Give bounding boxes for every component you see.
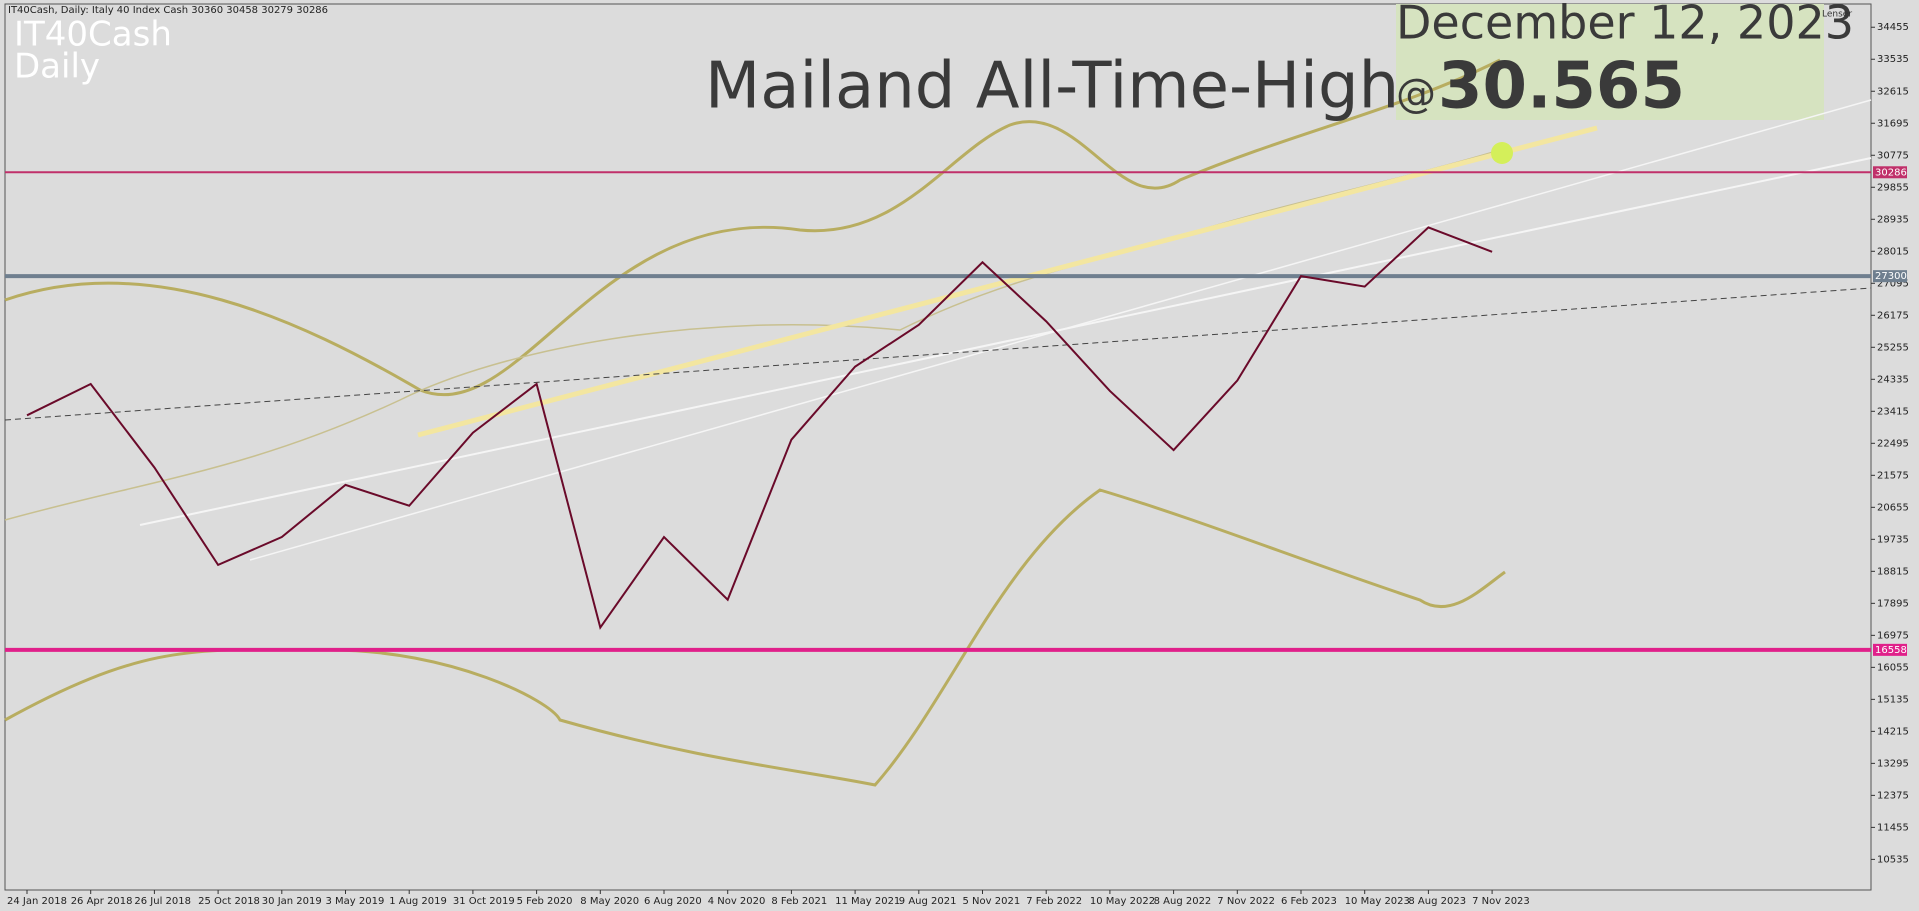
y-tick-label: 34455	[1877, 22, 1909, 33]
y-tick-label: 16055	[1877, 662, 1909, 673]
y-tick-label: 14215	[1877, 726, 1909, 737]
y-tick-label: 11455	[1877, 822, 1909, 833]
y-tick-label: 24335	[1877, 374, 1909, 385]
y-tick-label: 32615	[1877, 86, 1909, 97]
y-tick-label: 13295	[1877, 758, 1909, 769]
y-tick-label: 16975	[1877, 630, 1909, 641]
price-label: 30.565	[1438, 50, 1685, 124]
y-tick-label: 31695	[1877, 118, 1909, 129]
x-tick-label: 26 Jul 2018	[134, 896, 191, 907]
x-tick-label: 30 Jan 2019	[262, 896, 322, 907]
at-sign: @	[1396, 71, 1436, 117]
x-tick-label: 5 Nov 2021	[963, 896, 1021, 907]
y-tick-label: 28015	[1877, 246, 1909, 257]
plot	[5, 171, 1871, 652]
brand: Lenser	[1822, 10, 1852, 20]
y-tick-label: 10535	[1877, 854, 1909, 865]
y-tick-label: 21575	[1877, 470, 1909, 481]
y-tick-label: 33535	[1877, 54, 1909, 65]
channel-line	[139, 157, 1872, 526]
y-tick-label: 20655	[1877, 502, 1909, 513]
y-tick-label: 18815	[1877, 566, 1909, 577]
title: Mailand All-Time-High	[705, 50, 1399, 124]
price-tag-label: 16558	[1875, 645, 1907, 656]
x-tick-label: 7 Nov 2022	[1217, 896, 1275, 907]
y-tick-label: 19735	[1877, 534, 1909, 545]
y-tick-label: 25255	[1877, 342, 1909, 353]
y-tick-label: 12375	[1877, 790, 1909, 801]
x-tick-label: 1 Aug 2019	[389, 896, 447, 907]
x-tick-label: 6 Aug 2020	[644, 896, 702, 907]
x-tick-label: 25 Oct 2018	[198, 896, 260, 907]
x-tick-label: 8 May 2020	[580, 896, 639, 907]
dashed-trend	[4, 287, 1872, 421]
trendline	[417, 125, 1598, 438]
timeframe: Daily	[14, 47, 100, 87]
date-box	[1396, 4, 1824, 120]
date: December 12, 2023	[1396, 0, 1854, 50]
y-tick-label: 15135	[1877, 694, 1909, 705]
x-tick-label: 7 Nov 2023	[1472, 896, 1530, 907]
x-tick-label: 10 May 2022	[1090, 896, 1155, 907]
x-tick-label: 8 Aug 2023	[1408, 896, 1466, 907]
price-line	[26, 226, 1493, 630]
envelope-mid	[4, 149, 1501, 521]
x-tick-label: 11 May 2021	[835, 896, 900, 907]
x-tick-label: 7 Feb 2022	[1026, 896, 1082, 907]
y-tick-label: 29855	[1877, 182, 1909, 193]
price-tag	[1873, 270, 1907, 283]
price-tag-label: 27300	[1875, 271, 1907, 282]
x-tick-label: 3 May 2019	[326, 896, 385, 907]
envelope-upper	[4, 58, 1501, 397]
x-tick-label: 10 May 2023	[1345, 896, 1410, 907]
ath-marker	[1491, 142, 1513, 164]
x-tick-label: 9 Aug 2021	[899, 896, 957, 907]
x-tick-label: 31 Oct 2019	[453, 896, 515, 907]
symbol: IT40Cash	[14, 15, 172, 55]
x-tick-label: 6 Feb 2023	[1281, 896, 1337, 907]
x-tick-label: 5 Feb 2020	[517, 896, 573, 907]
y-tick-label: 17895	[1877, 598, 1909, 609]
y-tick-label: 30775	[1877, 150, 1909, 161]
price-tag	[1873, 166, 1907, 179]
x-tick-label: 8 Aug 2022	[1154, 896, 1212, 907]
y-tick-label: 27095	[1877, 278, 1909, 289]
y-tick-label: 28935	[1877, 214, 1909, 225]
x-tick-label: 24 Jan 2018	[7, 896, 67, 907]
x-tick-label: 26 Apr 2018	[71, 896, 133, 907]
price-tag	[1873, 643, 1907, 656]
y-tick-label: 23415	[1877, 406, 1909, 417]
y-tick-label: 26175	[1877, 310, 1909, 321]
header: IT40Cash, Daily: Italy 40 Index Cash 303…	[8, 5, 328, 16]
y-tick-label: 22495	[1877, 438, 1909, 449]
plot-frame	[4, 3, 1872, 891]
x-tick-label: 4 Nov 2020	[708, 896, 766, 907]
x-tick-label: 8 Feb 2021	[771, 896, 827, 907]
channel-line	[249, 99, 1872, 561]
price-tag-label: 30286	[1875, 167, 1907, 178]
